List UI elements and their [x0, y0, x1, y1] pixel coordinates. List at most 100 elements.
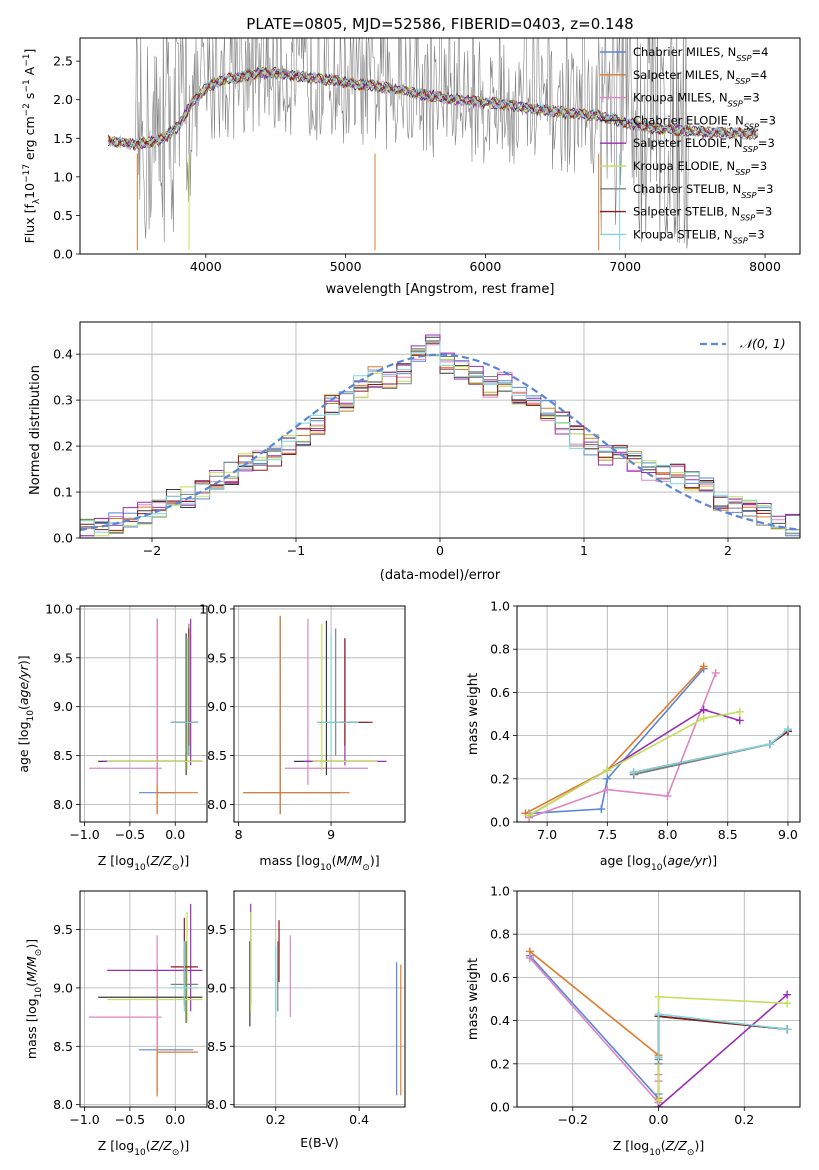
plot-area	[89, 903, 203, 1097]
weight-marker	[603, 774, 612, 783]
model-spectrum-chabrier_elodie	[107, 66, 759, 149]
y-tick-label: 0.2	[53, 439, 73, 454]
axes-frame: −1.0 −0.5 0.0 8.0 8.5 9.0 9.5 Z [log10(Z/Z⊙)] ma…	[24, 922, 189, 1158]
axes-border	[79, 37, 801, 255]
y-tick-label: 9.0	[53, 980, 73, 995]
weight-series-salpeter_miles	[521, 662, 708, 818]
x-tick-label: 1	[580, 543, 588, 558]
weight-line	[528, 668, 705, 815]
y-axis-label: Flux [fλ10−17 erg cm−2 s−1 A−1]	[22, 49, 42, 244]
x-tick-label: 9	[327, 827, 335, 842]
weight-line	[528, 711, 740, 817]
y-tick-label: 0.5	[53, 208, 73, 223]
y-tick-label: 10.0	[45, 601, 73, 616]
errorbar-salpeter_miles	[156, 620, 198, 815]
errorbar-salpeter_elodie	[107, 903, 203, 1012]
errorbar-chabrier_miles	[243, 616, 341, 815]
legend: Chabrier MILES, NSSP=4 Salpeter MILES, NS…	[600, 45, 776, 245]
axes-frame: −0.2 0.0 0.2 0.0 0.2 0.4 0.6 0.8 1.0 Z [log10(Z/Z…	[466, 884, 754, 1159]
y-axis-label: mass [log10(M/M⊙)]	[24, 939, 44, 1059]
weight-marker	[603, 766, 612, 775]
y-tick-label: 8.5	[53, 748, 73, 763]
weight-series-kroupa_elodie	[525, 707, 744, 820]
weight-series-chabrier_elodie	[629, 727, 792, 779]
weight-line	[633, 730, 789, 774]
y-tick-label: 2.0	[53, 92, 73, 107]
y-tick-label: 0.3	[53, 393, 73, 408]
x-tick-label: 8.0	[658, 827, 678, 842]
errorbar-salpeter_miles	[243, 615, 350, 815]
x-tick-label: 0.4	[349, 1112, 369, 1127]
x-tick-label: 7.0	[537, 827, 557, 842]
weight-line	[529, 957, 660, 1105]
plot-area	[107, 38, 759, 251]
x-axis-label: Z [log10(Z/Z⊙)]	[613, 1138, 704, 1158]
y-tick-label: 10.0	[199, 601, 227, 616]
panel-z_mass: −1.0 −0.5 0.0 8.0 8.5 9.0 9.5 Z [log10(Z/Z⊙)] ma…	[24, 890, 208, 1158]
weight-marker	[699, 662, 708, 671]
weight-series-chabrier_stelib	[629, 727, 792, 779]
axes-border	[516, 605, 801, 823]
y-tick-label: 8.5	[53, 1039, 73, 1054]
weight-series-chabrier_miles	[525, 951, 663, 1103]
y-tick-label: 0.8	[490, 927, 510, 942]
y-tick-label: 2.5	[53, 54, 73, 69]
x-axis-label: Z [log10(Z/Z⊙)]	[98, 1138, 189, 1158]
x-tick-label: 0.0	[649, 1112, 669, 1127]
normal-distribution-curve	[80, 353, 800, 531]
axes-border	[233, 605, 406, 823]
weight-line	[657, 994, 788, 1107]
legend-label-kroupa_miles: Kroupa MILES, NSSP=3	[633, 91, 760, 109]
y-tick-label: 8.0	[207, 1097, 227, 1112]
weight-series-kroupa_stelib	[654, 1010, 792, 1062]
y-tick-label: 0.2	[490, 771, 510, 786]
axes-frame: 0.2 0.4 8.0 8.5 9.0 9.5 E(B-V)	[207, 922, 369, 1150]
plot-area	[521, 662, 792, 822]
errorbar-kroupa_elodie	[107, 638, 203, 771]
panel-mass_age: 8 9 8.0 8.5 9.0 9.5 10.0 mass [log10(M/M⊙)]	[199, 601, 406, 873]
x-tick-label: 8000	[749, 259, 781, 274]
weight-line	[525, 665, 705, 815]
chart-panels: 4000 5000 6000 7000 8000 0.0 0.5 1.0 1.5 2.0 2.5 wa…	[16, 37, 801, 1159]
errorbar-kroupa_stelib	[170, 638, 198, 756]
x-axis-label: wavelength [Angstrom, rest frame]	[326, 282, 555, 297]
x-tick-label: 7.5	[597, 827, 617, 842]
x-tick-label: 5000	[330, 259, 362, 274]
weight-marker	[597, 805, 606, 814]
weight-series-kroupa_miles	[525, 953, 663, 1107]
weight-marker	[783, 999, 792, 1008]
x-tick-label: 9.0	[778, 827, 798, 842]
weight-line	[528, 708, 741, 817]
y-tick-label: 9.0	[207, 699, 227, 714]
weight-series-kroupa_elodie	[654, 992, 792, 1105]
weight-marker	[699, 714, 708, 723]
model-spectrum-kroupa_stelib	[107, 66, 758, 149]
y-tick-label: 0.0	[53, 247, 73, 262]
axes-border	[79, 890, 208, 1108]
y-tick-label: 8.5	[207, 1039, 227, 1054]
x-axis-label: E(B-V)	[300, 1135, 339, 1150]
legend-label-salpeter_elodie: Salpeter ELODIE, NSSP=3	[633, 136, 775, 154]
y-tick-label: 0.6	[490, 685, 510, 700]
weight-marker	[765, 740, 774, 749]
x-tick-label: 7000	[609, 259, 641, 274]
weight-marker	[735, 707, 744, 716]
y-tick-label: 9.0	[53, 699, 73, 714]
y-axis-label: Normed distribution	[28, 365, 43, 495]
y-tick-label: 9.5	[207, 922, 227, 937]
weight-series-chabrier_miles	[525, 664, 708, 818]
x-tick-label: −2	[143, 543, 161, 558]
y-tick-label: 0.2	[490, 1056, 510, 1071]
weight-series-kroupa_stelib	[629, 725, 792, 777]
axes-border	[516, 890, 801, 1108]
legend-label-kroupa_elodie: Kroupa ELODIE, NSSP=3	[633, 159, 767, 177]
x-tick-label: −1.0	[69, 1112, 99, 1127]
y-tick-label: 8.0	[53, 1097, 73, 1112]
y-tick-label: 9.0	[207, 980, 227, 995]
y-tick-label: 0.4	[490, 1013, 510, 1028]
observed-spectrum-line	[107, 38, 759, 249]
y-tick-label: 8.0	[53, 797, 73, 812]
y-axis-label: mass weight	[466, 958, 481, 1040]
weight-marker	[654, 992, 663, 1001]
